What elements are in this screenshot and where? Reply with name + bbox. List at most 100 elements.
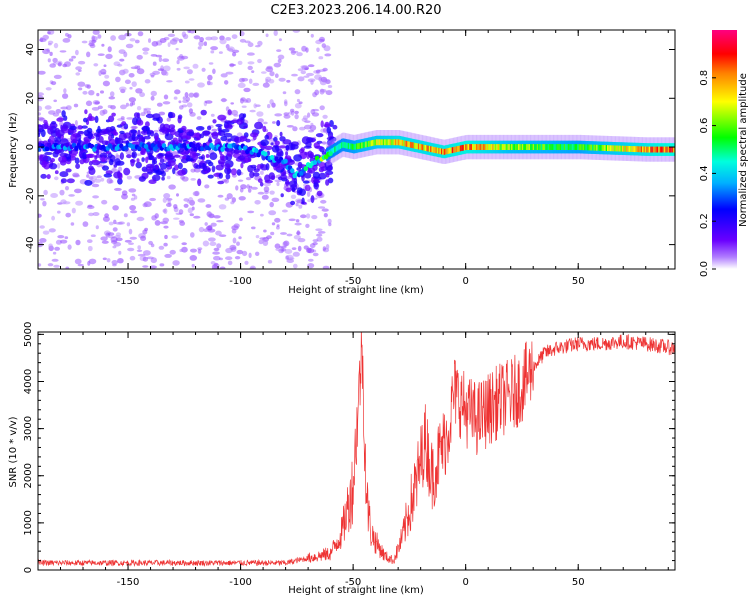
heatmap-speckle xyxy=(188,197,194,203)
heatmap-speckle xyxy=(303,75,310,78)
heatmap-speckle xyxy=(304,124,312,130)
heatmap-core xyxy=(635,146,638,153)
heatmap-speckle xyxy=(208,237,216,242)
heatmap-speckle xyxy=(236,241,240,246)
heatmap-speckle xyxy=(248,252,252,258)
heatmap-blob xyxy=(206,168,211,173)
snr-xlabel: Height of straight line (km) xyxy=(288,585,424,596)
spectrogram-panel: -150 -100 -50 0 50 -40 -20 0 20 40 Height of stra… xyxy=(8,29,676,296)
heatmap-speckle xyxy=(268,210,277,216)
heatmap-speckle xyxy=(98,70,102,77)
heatmap-speckle xyxy=(118,34,126,41)
heatmap-speckle xyxy=(190,178,196,181)
heatmap-blob xyxy=(178,135,183,142)
heatmap-ridge xyxy=(256,152,261,158)
heatmap-speckle xyxy=(144,79,151,84)
heatmap-core xyxy=(405,140,408,147)
heatmap-speckle xyxy=(173,217,180,220)
heatmap-speckle xyxy=(166,117,171,122)
heatmap-core xyxy=(567,144,571,150)
heatmap-speckle xyxy=(152,61,157,66)
heatmap-core xyxy=(454,146,457,153)
heatmap-speckle xyxy=(201,67,206,72)
heatmap-speckle xyxy=(251,70,255,73)
heatmap-core xyxy=(401,140,404,146)
heatmap-core xyxy=(438,147,441,154)
heatmap-blob xyxy=(109,158,114,166)
heatmap-core xyxy=(535,144,538,150)
heatmap-blob xyxy=(270,175,276,181)
heatmap-core xyxy=(443,148,446,155)
heatmap-speckle xyxy=(181,176,189,182)
heatmap-speckle xyxy=(214,262,219,266)
heatmap-blob xyxy=(215,164,224,171)
heatmap-core xyxy=(494,144,498,150)
heatmap-blob xyxy=(167,160,176,167)
heatmap-speckle xyxy=(150,243,155,248)
heatmap-speckle xyxy=(150,54,158,57)
heatmap-blob xyxy=(164,133,174,141)
heatmap-core xyxy=(594,144,598,151)
heatmap-speckle xyxy=(311,215,318,220)
heatmap-blob xyxy=(77,125,83,130)
heatmap-core xyxy=(650,146,653,153)
x-tick-label: -150 xyxy=(117,577,140,588)
heatmap-core xyxy=(538,144,541,150)
heatmap-speckle xyxy=(172,37,180,42)
heatmap-core xyxy=(549,144,552,150)
heatmap-core xyxy=(661,146,664,153)
heatmap-speckle xyxy=(153,129,159,133)
heatmap-speckle xyxy=(308,129,314,133)
heatmap-speckle xyxy=(291,73,298,77)
heatmap-core xyxy=(607,145,610,152)
heatmap-speckle xyxy=(300,65,308,69)
heatmap-speckle xyxy=(51,81,57,86)
heatmap-core xyxy=(600,144,603,151)
heatmap-speckle xyxy=(275,248,283,252)
heatmap-blob xyxy=(280,193,284,198)
heatmap-speckle xyxy=(227,260,233,266)
heatmap-speckle xyxy=(282,91,287,95)
spectrogram-xlabel: Height of straight line (km) xyxy=(288,285,424,296)
heatmap-blob xyxy=(86,116,96,122)
heatmap-core xyxy=(553,144,556,150)
heatmap-blob xyxy=(242,113,247,118)
heatmap-blob xyxy=(298,188,306,196)
heatmap-core xyxy=(395,139,398,146)
heatmap-speckle xyxy=(40,198,45,201)
heatmap-speckle xyxy=(71,207,76,214)
heatmap-blob xyxy=(39,156,43,162)
heatmap-speckle xyxy=(247,61,255,65)
heatmap-speckle xyxy=(325,90,333,96)
heatmap-speckle xyxy=(62,93,69,99)
heatmap-blob xyxy=(265,163,270,171)
heatmap-speckle xyxy=(142,47,150,52)
heatmap-speckle xyxy=(189,255,198,261)
heatmap-ridge xyxy=(137,146,142,152)
heatmap-blob xyxy=(315,133,324,138)
heatmap-speckle xyxy=(269,190,275,195)
heatmap-core xyxy=(350,143,353,150)
heatmap-core xyxy=(628,146,631,152)
heatmap-blob xyxy=(146,163,155,169)
heatmap-blob xyxy=(219,154,225,161)
heatmap-speckle xyxy=(230,201,235,205)
heatmap-core xyxy=(397,139,400,146)
heatmap-core xyxy=(366,141,369,148)
heatmap-speckle xyxy=(307,248,315,254)
heatmap-speckle xyxy=(276,224,280,227)
heatmap-core xyxy=(482,144,485,150)
heatmap-core xyxy=(449,147,452,154)
heatmap-speckle xyxy=(82,221,89,227)
heatmap-core xyxy=(571,144,575,150)
heatmap-speckle xyxy=(126,117,134,120)
heatmap-core xyxy=(500,144,503,150)
heatmap-speckle xyxy=(196,116,202,120)
heatmap-speckle xyxy=(274,113,283,117)
heatmap-blob xyxy=(49,122,58,129)
heatmap-speckle xyxy=(158,111,166,116)
heatmap-speckle xyxy=(202,240,210,247)
heatmap-speckle xyxy=(128,228,133,235)
heatmap-blob xyxy=(218,172,223,179)
heatmap-blob xyxy=(181,125,187,132)
